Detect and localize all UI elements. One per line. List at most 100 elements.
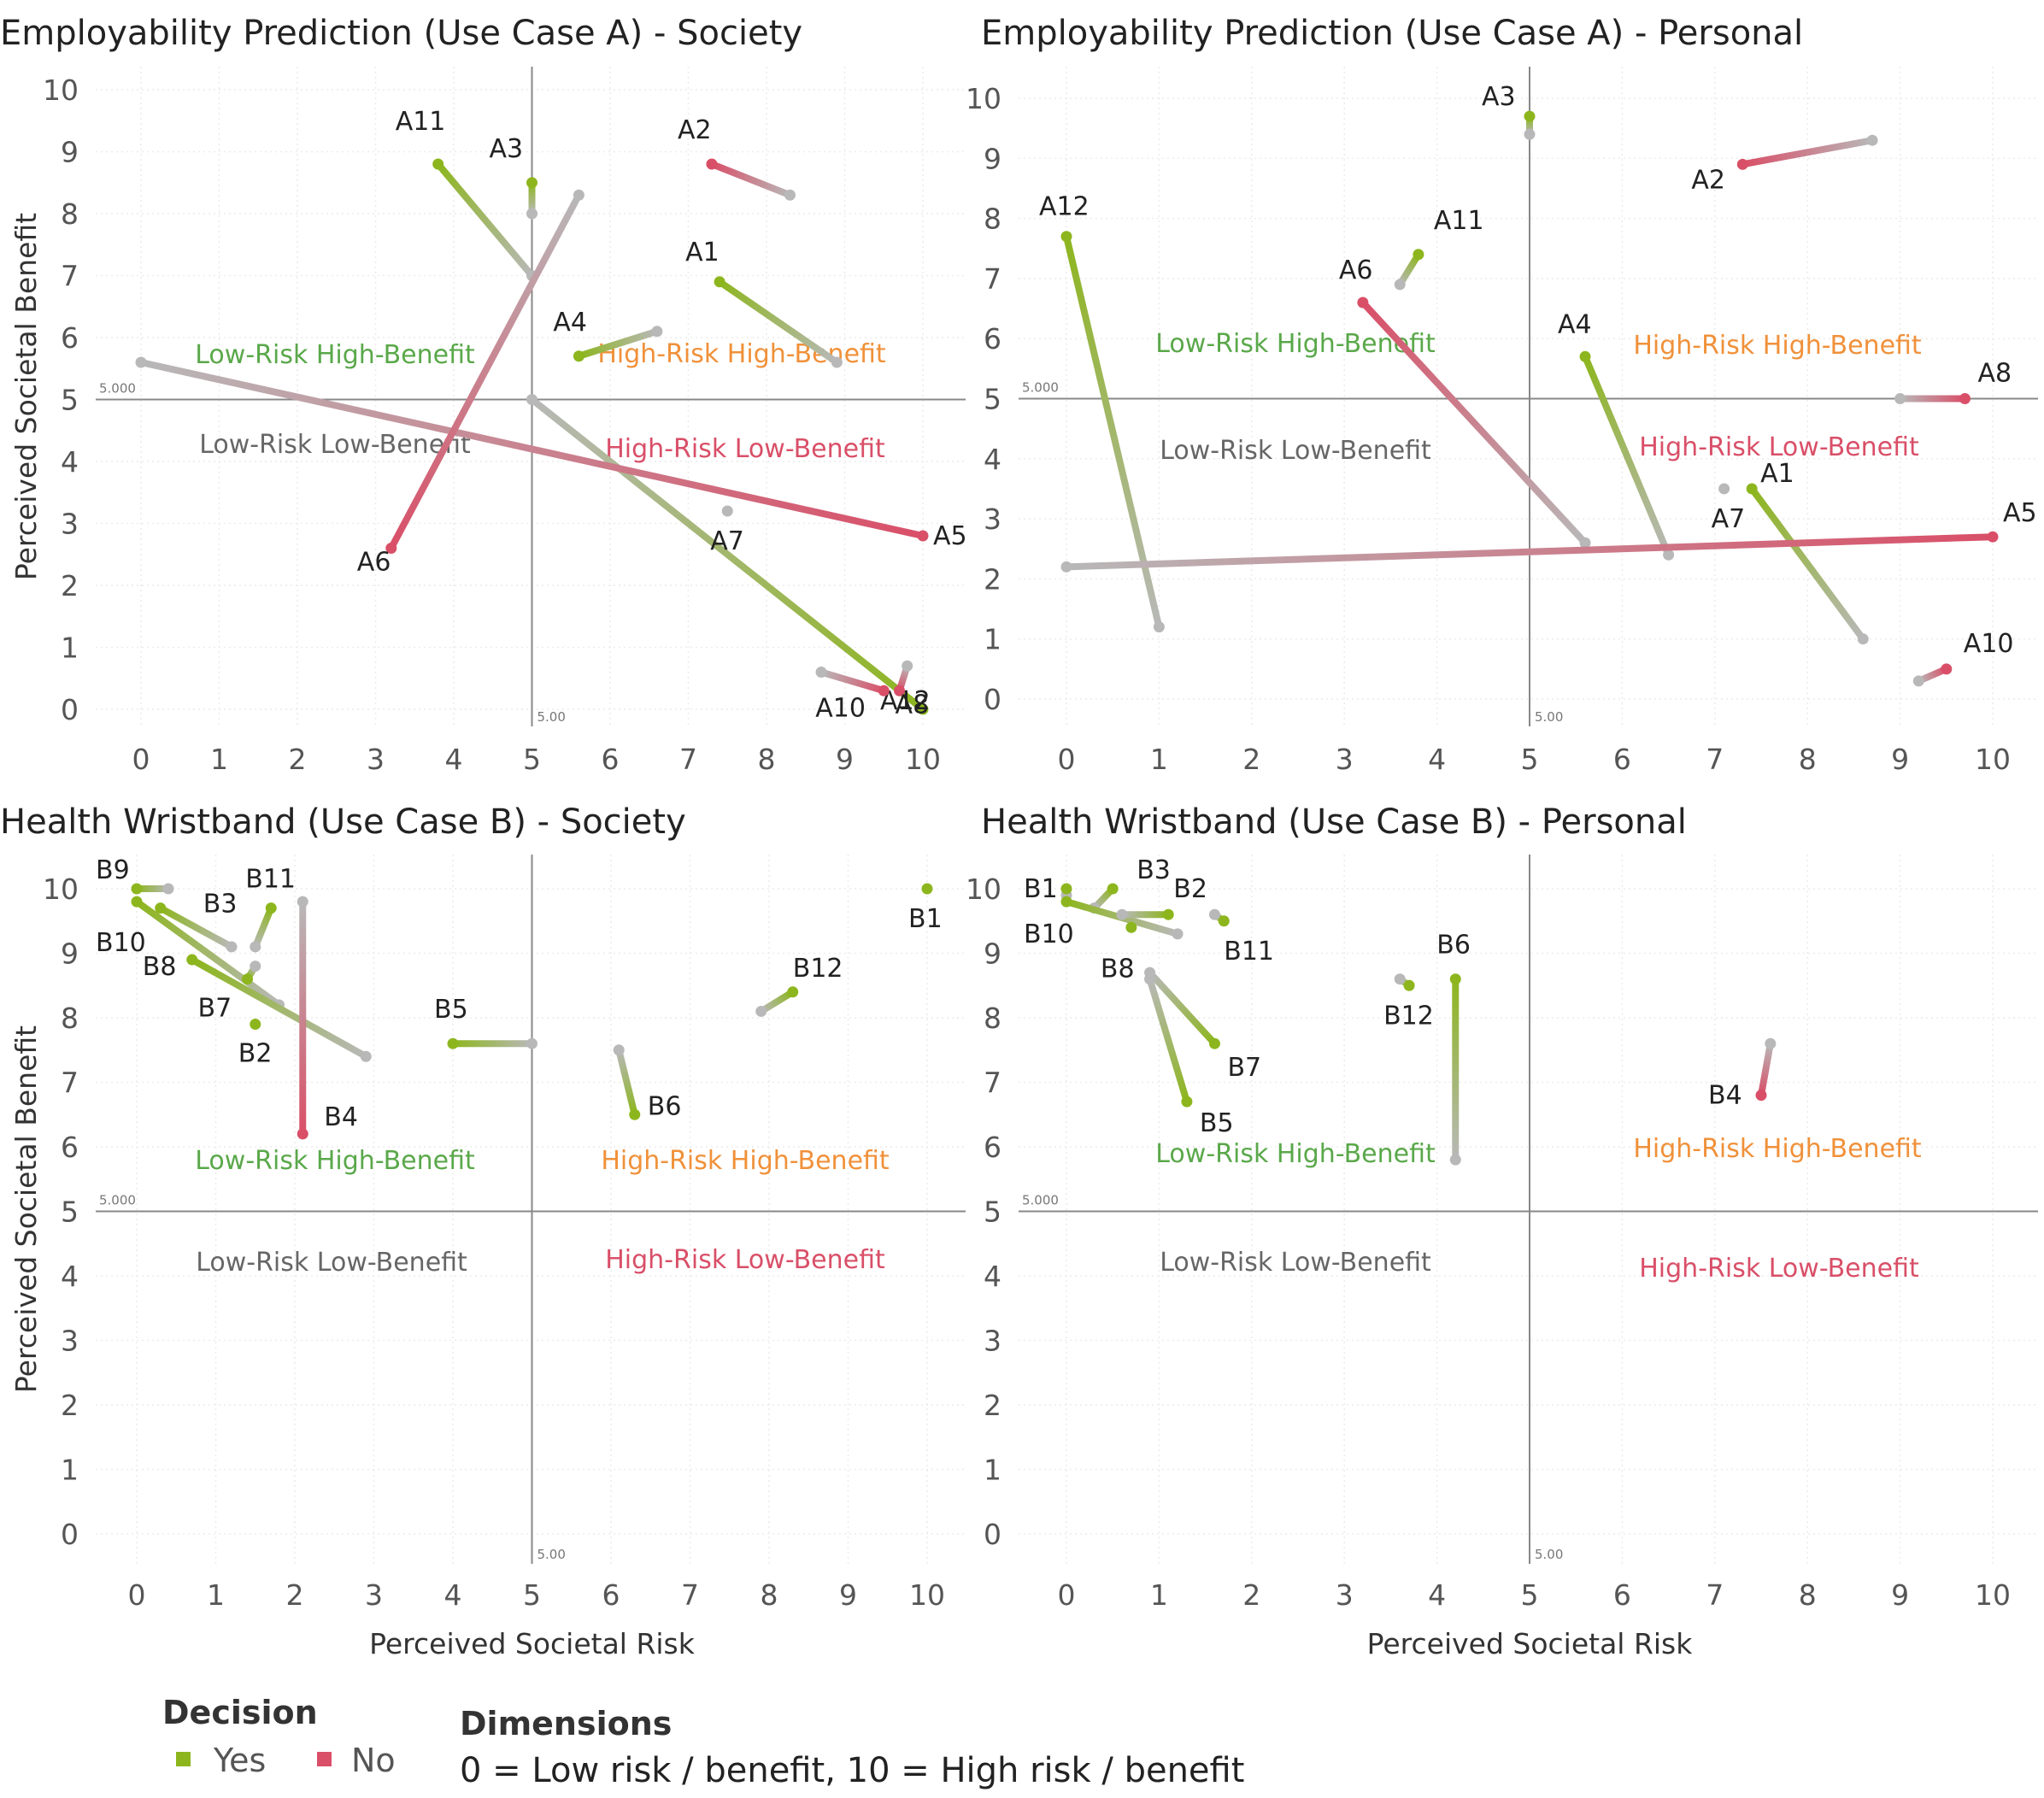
y-axis-label: Perceived Societal Benefit xyxy=(9,1025,43,1393)
y-tick-label: 7 xyxy=(984,262,1001,296)
point-label: B6 xyxy=(1436,931,1471,961)
start-point xyxy=(1987,531,1999,543)
change-line xyxy=(757,988,796,1015)
x-axis-label: Perceived Societal Risk xyxy=(1367,1627,1694,1660)
data-series-A3: A3 xyxy=(1482,82,1536,140)
end-point xyxy=(526,1037,537,1049)
start-point xyxy=(714,276,725,288)
quadrant-label-hrhb: High-Risk High-Benefit xyxy=(1633,1134,1922,1164)
data-series-B4: B4 xyxy=(297,896,358,1140)
y-tick-label: 6 xyxy=(61,1131,79,1164)
data-series-B11: B11 xyxy=(1208,908,1274,967)
data-series-B7: B7 xyxy=(198,961,261,1024)
chart-panel-3: 5.000 5.00 Health Wristband (Use Case B) -… xyxy=(0,802,966,1660)
y-tick-label: 10 xyxy=(966,873,1001,906)
quadrant-label-hrlb: High-Risk Low-Benefit xyxy=(605,434,885,464)
x-tick-label: 10 xyxy=(905,743,941,776)
point-label: A10 xyxy=(1964,629,2014,659)
x-tick-label: 2 xyxy=(1242,1578,1260,1612)
end-point xyxy=(1579,537,1591,549)
data-series-B1: B1 xyxy=(1024,874,1072,904)
data-series-B10: B10 xyxy=(96,896,285,1011)
data-series-A4: A4 xyxy=(1558,309,1675,561)
point-label: B1 xyxy=(1024,874,1058,904)
x-tick-label: 1 xyxy=(207,1578,225,1612)
end-point xyxy=(1894,393,1906,404)
end-point xyxy=(526,394,537,405)
y-tick-label: 5 xyxy=(984,383,1001,416)
x-tick-label: 0 xyxy=(1058,743,1076,776)
end-point xyxy=(1394,973,1406,985)
ref-value-label: 5.000 xyxy=(99,381,136,397)
point-label: B5 xyxy=(1200,1108,1234,1138)
data-series-B3: B3 xyxy=(155,890,238,953)
end-point xyxy=(613,1044,625,1056)
y-tick-label: 5 xyxy=(984,1196,1001,1229)
end-point xyxy=(1866,134,1878,146)
start-point xyxy=(1181,1096,1193,1108)
change-line xyxy=(1063,533,1996,571)
data-series-A11: A11 xyxy=(1394,206,1484,291)
start-point xyxy=(921,883,933,895)
end-point xyxy=(1144,973,1156,985)
x-tick-label: 5 xyxy=(523,743,541,776)
change-line xyxy=(188,956,370,1061)
y-tick-label: 8 xyxy=(984,1002,1001,1035)
point-label: B2 xyxy=(238,1039,273,1069)
x-tick-label: 4 xyxy=(1428,743,1446,776)
x-tick-label: 3 xyxy=(365,1578,383,1612)
x-tick-label: 3 xyxy=(1336,743,1354,776)
legend-yes-label: Yes xyxy=(213,1742,266,1779)
point-label: A1 xyxy=(1760,459,1794,489)
point-label: A2 xyxy=(1691,165,1725,195)
start-point xyxy=(1941,663,1953,675)
end-point xyxy=(1060,561,1072,573)
x-tick-label: 0 xyxy=(128,1578,146,1612)
quadrant-label-lrhb: Low-Risk High-Benefit xyxy=(195,1146,475,1176)
y-tick-label: 3 xyxy=(984,1325,1001,1358)
point-label: A11 xyxy=(396,107,446,137)
y-tick-label: 3 xyxy=(984,502,1001,536)
end-point xyxy=(1153,621,1165,633)
y-tick-label: 4 xyxy=(61,1260,79,1293)
point-label: B12 xyxy=(1383,1001,1434,1031)
data-series-B11: B11 xyxy=(245,865,296,953)
start-point xyxy=(573,350,584,362)
point-label: B3 xyxy=(203,890,238,920)
y-tick-label: 1 xyxy=(984,1454,1001,1487)
x-tick-label: 2 xyxy=(286,1578,304,1612)
y-tick-label: 6 xyxy=(984,322,1001,355)
start-point xyxy=(917,703,929,715)
y-tick-label: 2 xyxy=(984,1389,1001,1422)
y-tick-label: 0 xyxy=(984,1518,1001,1551)
x-tick-label: 1 xyxy=(210,743,228,776)
change-line xyxy=(716,278,841,366)
y-tick-label: 3 xyxy=(61,1325,79,1358)
ref-tick-label: 5.00 xyxy=(537,709,566,725)
panel-title: Employability Prediction (Use Case A) - … xyxy=(0,14,802,53)
point-label: B11 xyxy=(1224,937,1274,967)
x-tick-label: 9 xyxy=(839,1578,857,1612)
end-point xyxy=(573,189,584,201)
y-tick-label: 4 xyxy=(984,1260,1001,1293)
end-point xyxy=(162,883,174,895)
y-axis-label: Perceived Societal Benefit xyxy=(9,213,43,580)
data-series-B6: B6 xyxy=(1436,931,1471,1166)
change-line xyxy=(818,668,888,695)
x-tick-label: 0 xyxy=(132,743,150,776)
quadrant-label-lrlb: Low-Risk Low-Benefit xyxy=(1160,436,1431,466)
end-point xyxy=(831,356,843,368)
x-tick-label: 8 xyxy=(1799,1578,1817,1612)
legend-decision-title: Decision xyxy=(162,1694,318,1731)
change-line xyxy=(1146,975,1190,1106)
start-point xyxy=(447,1037,459,1049)
x-tick-label: 7 xyxy=(681,1578,699,1612)
change-line xyxy=(1758,1040,1774,1099)
data-series-A3: A3 xyxy=(490,134,537,220)
legend-no-label: No xyxy=(351,1742,396,1779)
end-point xyxy=(1208,908,1220,920)
y-tick-label: 7 xyxy=(61,1066,79,1100)
x-tick-label: 1 xyxy=(1150,1578,1168,1612)
ref-tick-label: 5.00 xyxy=(537,1547,566,1562)
